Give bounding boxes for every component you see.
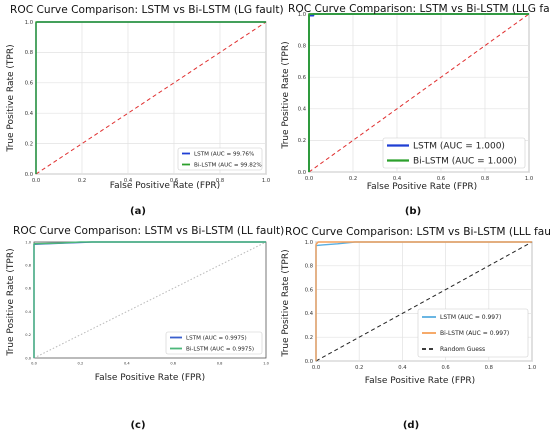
panel-label: (b)	[405, 206, 421, 217]
x-tick-label: 1.0	[263, 362, 269, 366]
x-tick-label: 0.6	[170, 362, 176, 366]
x-tick-label: 0.4	[393, 176, 402, 182]
panel-label: (c)	[130, 420, 145, 431]
x-tick-label: 0.0	[305, 176, 313, 182]
chart-title: ROC Curve Comparison: LSTM vs Bi-LSTM (L…	[13, 225, 284, 237]
y-axis-label: True Positive Rate (TPR)	[6, 44, 16, 152]
x-axis-label: False Positive Rate (FPR)	[95, 373, 205, 383]
x-tick-label: 0.6	[170, 178, 178, 184]
y-tick-label: 1.0	[25, 240, 31, 244]
legend: LSTM (AUC = 0.9975) Bi-LSTM (AUC = 0.9975…	[165, 331, 263, 355]
y-tick-label: 1.0	[298, 12, 306, 18]
y-tick-label: 0.0	[25, 356, 31, 360]
y-axis-label: True Positive Rate (TPR)	[6, 248, 16, 356]
y-tick-label: 0.4	[25, 111, 34, 117]
y-tick-label: 0.8	[25, 263, 31, 267]
legend: LSTM (AUC = 1.000) Bi-LSTM (AUC = 1.000)	[382, 137, 526, 169]
y-tick-label: 0.2	[298, 138, 306, 144]
legend-label: LSTM (AUC = 0.9975)	[186, 335, 247, 341]
legend-label: Bi-LSTM (AUC = 1.000)	[413, 157, 517, 167]
legend-label: Random Guess	[440, 346, 485, 353]
y-tick-label: 0.6	[25, 81, 33, 87]
legend-label: Bi-LSTM (AUC = 0.9975)	[186, 346, 254, 352]
x-tick-label: 0.4	[398, 365, 407, 371]
series-line-2	[308, 13, 529, 172]
y-tick-label: 0.8	[25, 50, 33, 56]
x-tick-label: 0.2	[349, 176, 357, 182]
chart-panel-4: 0.00.0 0.2 0.2 0.4 0.4 0.6 0.6 0.8 0.8 1.0 1.0 ROC …	[281, 226, 550, 431]
x-tick-label: 0.0	[32, 178, 40, 184]
x-tick-label: 1.0	[262, 178, 270, 184]
series-line-2	[33, 241, 266, 358]
chart-panel-2: 0.00.00.20.20.40.40.60.60.80.81.01.0ROC …	[281, 3, 550, 217]
y-tick-label: 0.2	[305, 335, 313, 341]
y-tick-label: 0.4	[25, 310, 31, 314]
y-tick-label: 0.6	[298, 75, 306, 81]
x-tick-label: 0.8	[485, 365, 493, 371]
y-tick-label: 0.4	[298, 107, 307, 113]
y-axis-label: True Positive Rate (TPR)	[281, 249, 291, 357]
x-axis-label: False Positive Rate (FPR)	[110, 181, 220, 191]
y-tick-label: 0.8	[298, 43, 306, 49]
legend-label: Bi-LSTM (AUC = 99.82%	[194, 162, 262, 168]
x-tick-label: 0.0	[31, 362, 37, 366]
y-tick-label: 0.8	[305, 264, 313, 270]
y-axis-label: True Positive Rate (TPR)	[281, 41, 291, 149]
y-tick-label: 0.2	[25, 333, 31, 337]
legend-box	[165, 331, 263, 355]
x-tick-label: 0.8	[217, 362, 223, 366]
reference-line	[35, 21, 267, 175]
chart-panel-1: 0.00.0 0.2 0.2 0.4 0.4 0.6 0.6 0.8 0.8 1.0 1.0 ROC …	[6, 4, 284, 217]
panel-label: (d)	[403, 420, 419, 431]
x-tick-label: 1.0	[528, 365, 536, 371]
legend-box	[177, 147, 263, 171]
x-tick-label: 0.4	[124, 362, 130, 366]
x-tick-label: 0.6	[441, 365, 449, 371]
reference-line	[315, 241, 533, 362]
x-tick-label: 0.0	[312, 365, 320, 371]
y-tick-label: 0.6	[305, 287, 313, 293]
chart-panel-3: 0.00.0 0.2 0.2 0.4 0.4 0.6 0.6 0.8 0.8 1.0 1.0 ROC …	[6, 225, 284, 431]
legend: LSTM (AUC = 99.76% Bi-LSTM (AUC = 99.82%	[177, 147, 263, 171]
series-line-2	[35, 21, 266, 174]
x-tick-label: 0.4	[124, 178, 133, 184]
y-tick-label: 0.0	[298, 170, 306, 176]
x-tick-label: 0.8	[481, 176, 489, 182]
x-axis-label: False Positive Rate (FPR)	[367, 182, 477, 192]
y-tick-label: 0.0	[305, 359, 313, 365]
y-tick-label: 1.0	[25, 20, 33, 26]
reference-line	[308, 13, 530, 173]
legend-label: Bi-LSTM (AUC = 0.997)	[440, 330, 509, 337]
x-tick-label: 0.6	[437, 176, 445, 182]
y-tick-label: 0.6	[25, 287, 31, 291]
reference-line	[33, 241, 267, 359]
x-tick-label: 0.2	[78, 178, 86, 184]
y-tick-label: 0.4	[305, 311, 314, 317]
chart-title: ROC Curve Comparison: LSTM vs Bi-LSTM (L…	[285, 226, 550, 238]
y-tick-label: 0.2	[25, 141, 33, 147]
x-tick-label: 0.2	[355, 365, 363, 371]
x-axis-label: False Positive Rate (FPR)	[365, 376, 475, 386]
legend-box	[382, 137, 526, 169]
legend-box	[417, 308, 529, 358]
legend: LSTM (AUC = 0.997) Bi-LSTM (AUC = 0.997) R…	[417, 308, 529, 358]
legend-label: LSTM (AUC = 1.000)	[413, 142, 505, 152]
y-tick-label: 1.0	[305, 240, 313, 246]
chart-title: ROC Curve Comparison: LSTM vs Bi-LSTM (L…	[288, 3, 550, 15]
legend-label: LSTM (AUC = 0.997)	[440, 314, 501, 321]
legend-label: LSTM (AUC = 99.76%	[194, 151, 254, 157]
panel-label: (a)	[130, 206, 146, 217]
x-tick-label: 0.2	[78, 362, 84, 366]
chart-title: ROC Curve Comparison: LSTM vs Bi-LSTM (L…	[10, 4, 284, 16]
x-tick-label: 0.8	[216, 178, 224, 184]
x-tick-label: 1.0	[525, 176, 533, 182]
series-line-2	[315, 241, 532, 361]
y-tick-label: 0.0	[25, 172, 33, 178]
